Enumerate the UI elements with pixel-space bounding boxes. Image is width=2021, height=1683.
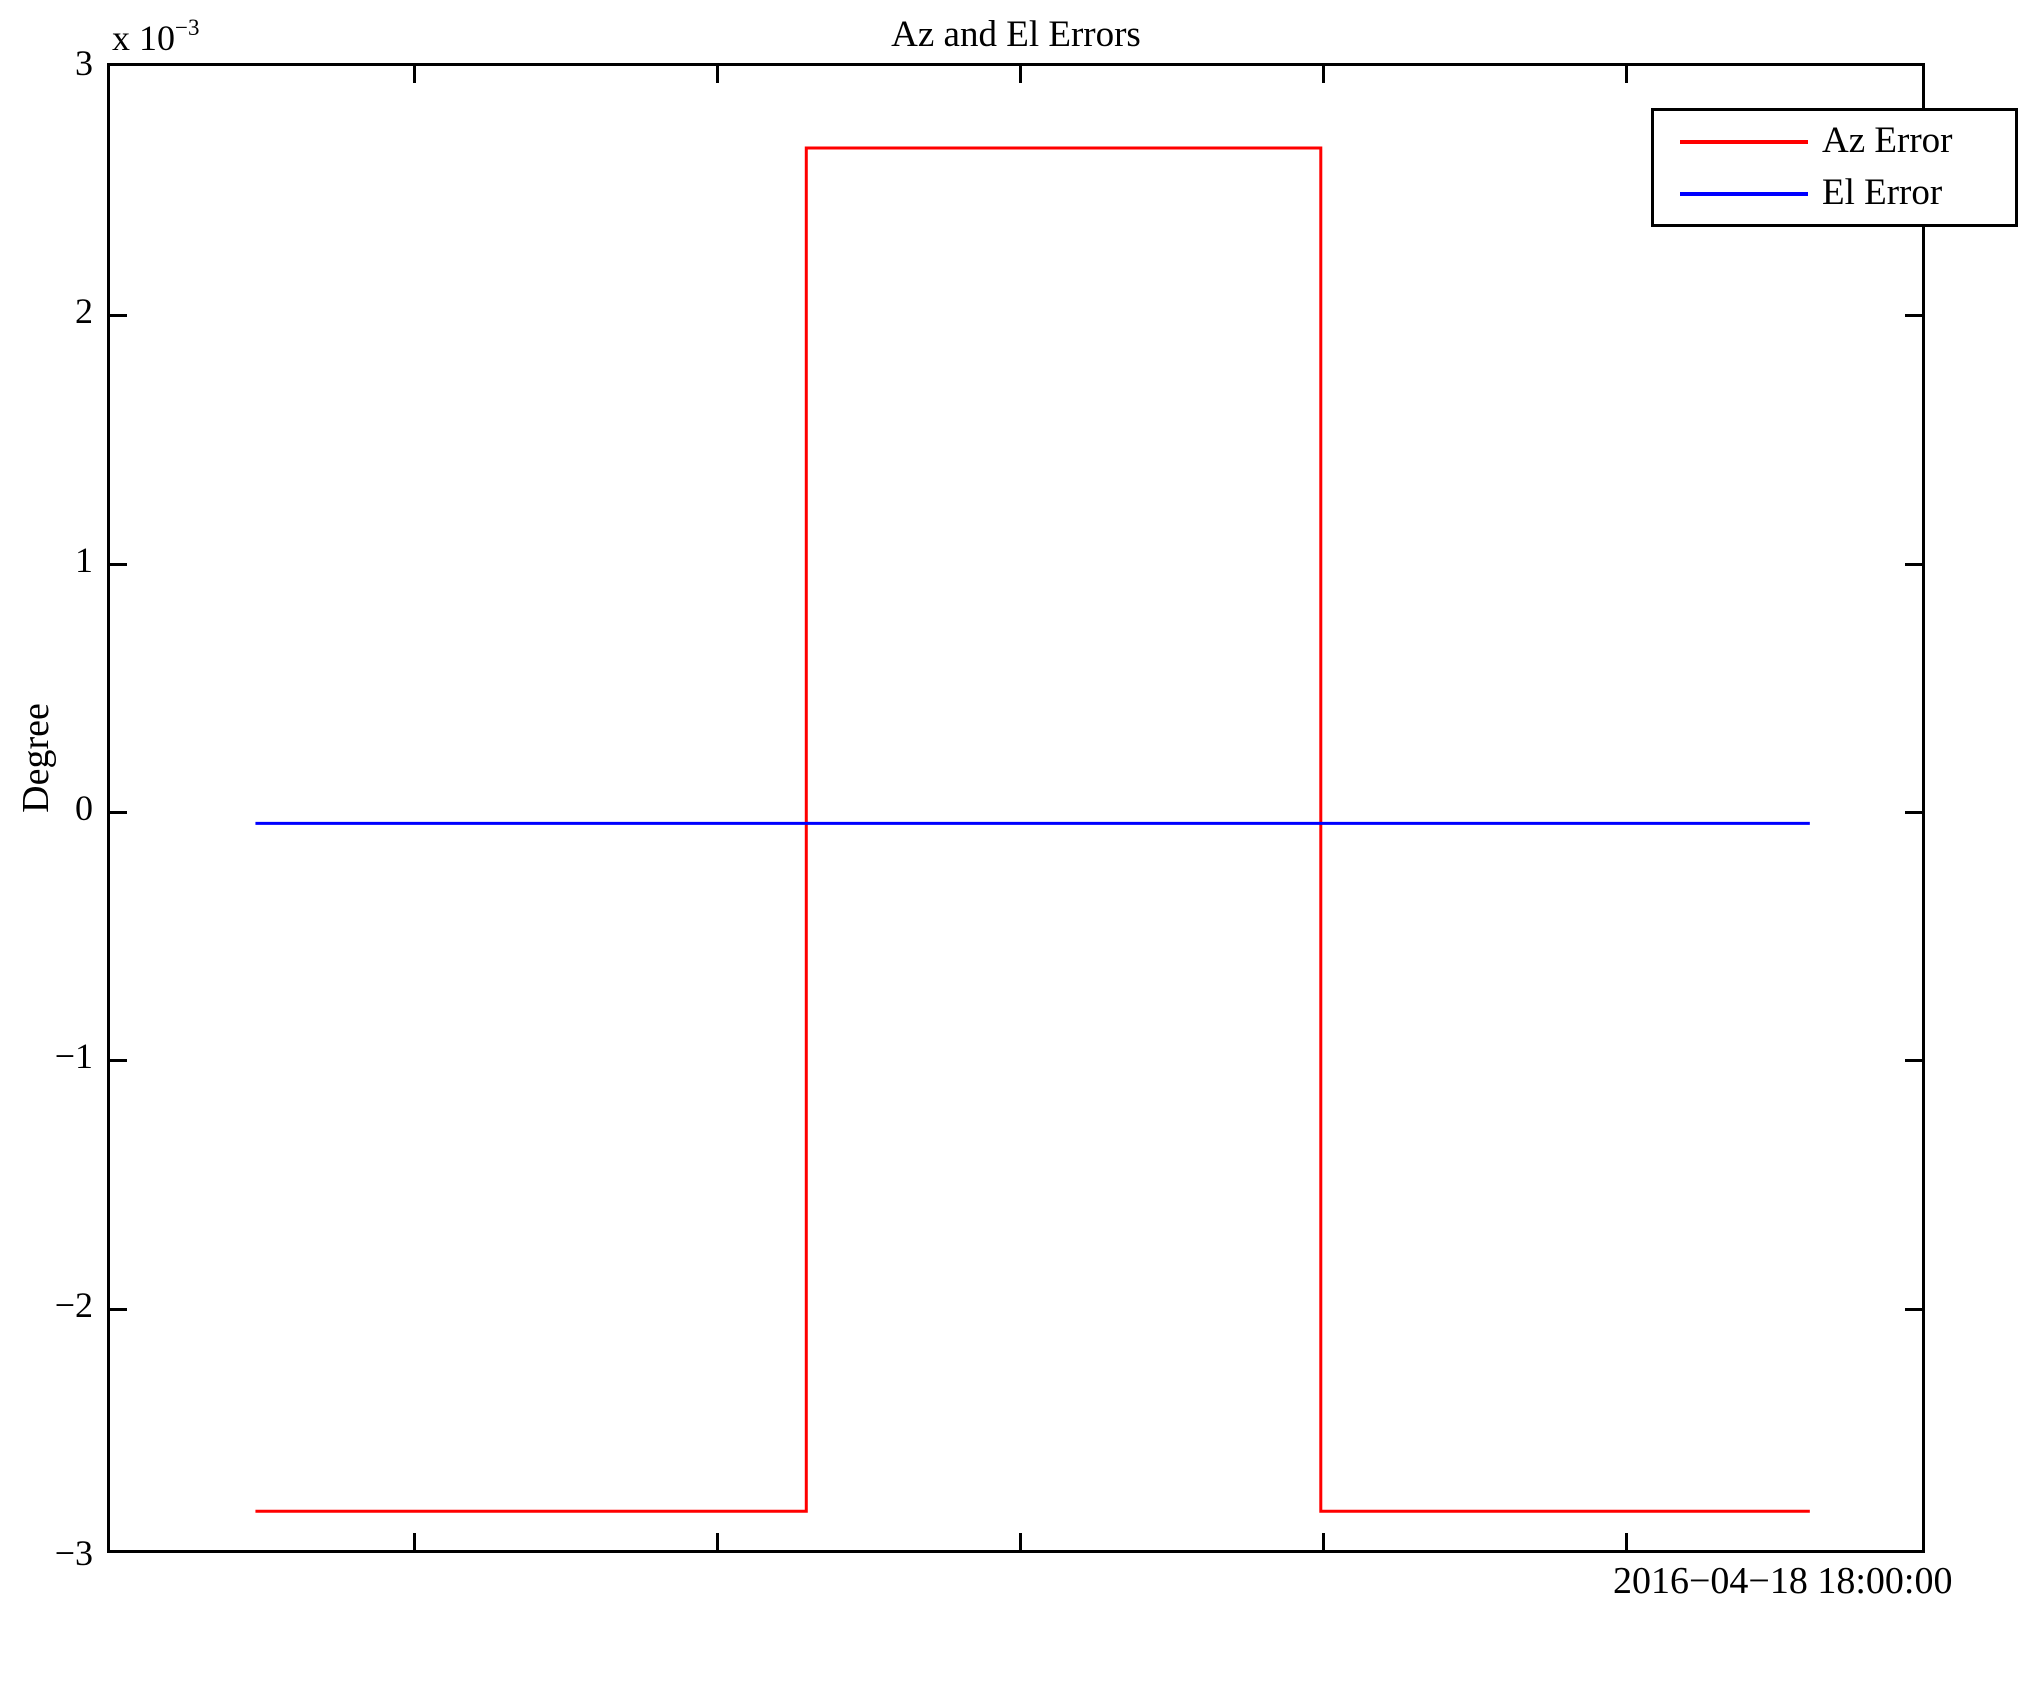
y-axis-tick-labels: 3 2 1 0 −1 −2 −3 xyxy=(0,0,107,1683)
y-tick-label: 3 xyxy=(75,43,93,83)
y-tick-mark xyxy=(110,1308,127,1311)
series-line-az-error xyxy=(255,146,1810,1513)
y-axis-label: Degree xyxy=(15,703,57,813)
y-tick-mark-right xyxy=(1905,1308,1922,1311)
x-tick-mark xyxy=(716,1533,719,1550)
page-title: Az and El Errors xyxy=(891,14,1141,55)
x-tick-mark-top xyxy=(1625,66,1628,83)
y-tick-mark-right xyxy=(1905,811,1922,814)
x-tick-mark-top xyxy=(1019,66,1022,83)
y-tick-label: 0 xyxy=(75,788,93,828)
y-tick-mark xyxy=(110,811,127,814)
x-tick-mark-top xyxy=(413,66,416,83)
legend-label-el-error: El Error xyxy=(1822,172,1943,213)
legend-entry-az-error[interactable]: Az Error xyxy=(1654,115,2015,167)
legend-entry-el-error[interactable]: El Error xyxy=(1654,167,2015,219)
y-tick-mark xyxy=(110,563,127,566)
y-axis-exponent-label: x 10−3 xyxy=(112,15,200,58)
plot-area: Az Error El Error xyxy=(107,63,2018,1553)
data-series-layer xyxy=(255,146,1810,1513)
y-tick-mark xyxy=(110,314,127,317)
y-tick-label: −3 xyxy=(54,1533,93,1573)
x-tick-mark xyxy=(1019,1533,1022,1550)
legend-color-swatch-el-error xyxy=(1680,192,1808,196)
y-tick-label: 1 xyxy=(75,540,93,580)
x-tick-mark-top xyxy=(1322,66,1325,83)
x-tick-mark-top xyxy=(716,66,719,83)
y-tick-label: −2 xyxy=(54,1285,93,1325)
x-tick-mark xyxy=(1625,1533,1628,1550)
y-axis-exponent-base: x 10 xyxy=(112,18,175,58)
x-axis-label: 2016−04−18 18:00:00 xyxy=(1613,1560,1953,1602)
legend-color-swatch-az-error xyxy=(1680,140,1808,144)
y-tick-mark xyxy=(110,1059,127,1062)
y-tick-label: 2 xyxy=(75,291,93,331)
x-tick-mark xyxy=(1322,1533,1325,1550)
legend-label-az-error: Az Error xyxy=(1822,120,1953,161)
x-tick-mark xyxy=(413,1533,416,1550)
y-tick-mark-right xyxy=(1905,563,1922,566)
y-tick-label: −1 xyxy=(54,1036,93,1076)
y-axis-exponent-power: −3 xyxy=(175,15,200,40)
y-tick-mark-right xyxy=(1905,314,1922,317)
legend[interactable]: Az Error El Error xyxy=(1651,108,2018,227)
y-tick-mark-right xyxy=(1905,1059,1922,1062)
